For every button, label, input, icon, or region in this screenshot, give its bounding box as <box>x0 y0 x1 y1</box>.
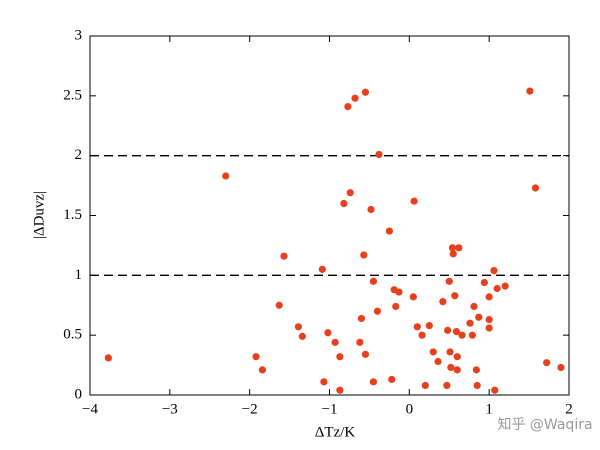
y-axis-label: |ΔDuvz| <box>31 191 47 239</box>
point <box>320 378 328 386</box>
point <box>346 189 354 197</box>
point <box>388 375 396 384</box>
point <box>418 331 426 339</box>
point <box>252 353 260 361</box>
point <box>318 265 326 273</box>
point <box>351 94 359 102</box>
x-tick-label: −2 <box>242 401 258 417</box>
watermark: 知乎 @Waqira <box>497 416 592 433</box>
point <box>452 327 461 336</box>
point <box>410 197 418 205</box>
point <box>361 350 370 358</box>
point <box>375 150 383 159</box>
y-tick-label: 2 <box>75 147 83 163</box>
point <box>392 302 400 311</box>
point <box>557 363 565 372</box>
point <box>104 354 112 362</box>
point <box>385 227 393 235</box>
x-tick-label: −4 <box>82 401 98 417</box>
point <box>453 353 461 361</box>
point <box>444 326 452 334</box>
point <box>451 292 459 300</box>
point <box>356 338 364 346</box>
point <box>473 381 481 390</box>
point <box>344 103 352 111</box>
point <box>472 366 480 374</box>
point <box>369 378 378 386</box>
point <box>448 244 457 252</box>
point <box>447 363 455 372</box>
point <box>453 366 461 374</box>
point <box>480 278 488 287</box>
x-tick-label: −3 <box>162 401 178 417</box>
point <box>294 323 302 331</box>
point <box>493 284 501 293</box>
point <box>369 277 378 285</box>
y-tick-label: 1.5 <box>63 207 82 223</box>
point <box>336 353 344 361</box>
point <box>543 359 551 367</box>
point <box>331 338 339 346</box>
point <box>491 386 499 394</box>
y-tick-label: 2.5 <box>63 87 82 103</box>
point <box>446 348 454 356</box>
point <box>222 172 230 180</box>
point <box>490 266 498 275</box>
point <box>429 348 437 356</box>
point <box>443 381 451 390</box>
point <box>439 298 447 306</box>
point <box>468 331 477 339</box>
point <box>409 293 417 301</box>
x-tick-label: −1 <box>322 401 338 417</box>
x-tick-label: 1 <box>485 401 493 417</box>
point <box>485 293 493 301</box>
point <box>531 184 540 192</box>
point <box>526 87 534 95</box>
plot-frame <box>89 35 570 396</box>
point <box>336 386 344 394</box>
y-tick-label: 1 <box>75 267 83 283</box>
point <box>425 321 433 330</box>
y-tick-label: 3 <box>75 27 83 43</box>
point <box>275 301 283 309</box>
point <box>421 381 429 390</box>
y-tick-label: 0.5 <box>63 327 82 343</box>
point <box>280 252 288 260</box>
point <box>360 251 368 259</box>
point <box>485 324 493 332</box>
point <box>466 319 474 327</box>
point <box>361 88 370 96</box>
point <box>298 332 306 340</box>
point <box>340 199 348 208</box>
point <box>501 282 509 290</box>
point <box>395 288 403 296</box>
point <box>475 313 483 321</box>
point <box>445 277 453 285</box>
y-tick-label: 0 <box>75 386 83 402</box>
x-tick-label: 0 <box>406 401 414 417</box>
point <box>373 307 381 315</box>
point <box>485 316 493 324</box>
point <box>324 329 332 337</box>
point <box>357 314 366 323</box>
point <box>434 357 442 366</box>
x-axis-label: ΔTz/K <box>315 424 356 440</box>
point <box>449 250 457 258</box>
point <box>413 323 421 331</box>
point <box>367 205 375 214</box>
point <box>455 244 463 252</box>
point <box>458 331 466 339</box>
point <box>258 366 267 374</box>
x-tick-label: 2 <box>565 401 573 417</box>
point <box>470 302 478 311</box>
